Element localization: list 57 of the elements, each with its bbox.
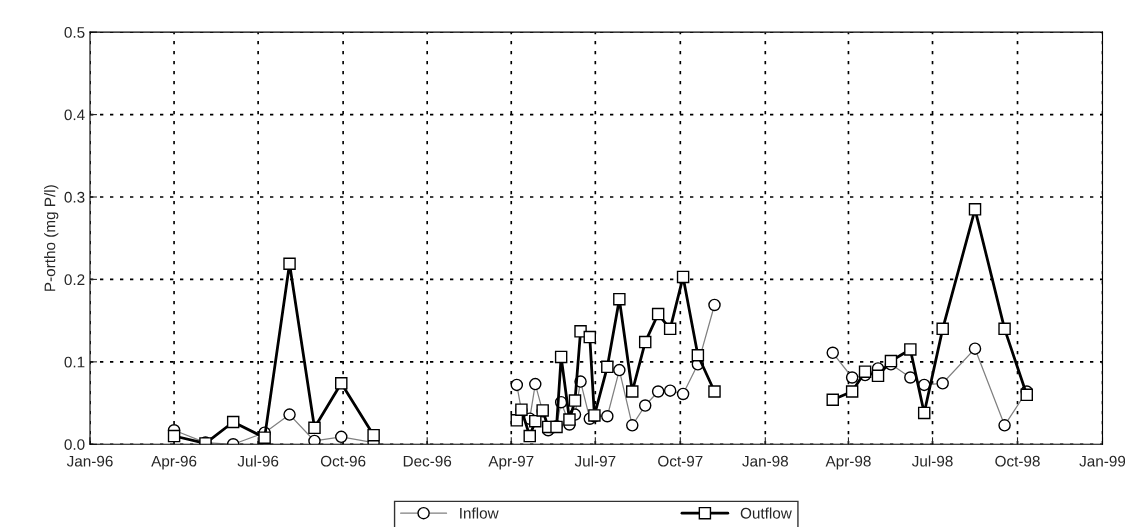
point xyxy=(601,360,614,374)
x-tick-label: Apr-96 xyxy=(151,455,197,470)
y-tick-label: 0.1 xyxy=(64,356,85,368)
point xyxy=(367,428,380,442)
point xyxy=(226,415,240,429)
point xyxy=(258,431,271,444)
point xyxy=(626,385,639,398)
point xyxy=(998,322,1011,336)
y-tick-label: 0.2 xyxy=(64,274,85,286)
point xyxy=(884,354,898,368)
point xyxy=(574,325,587,338)
y-tick-label: 0.3 xyxy=(64,191,85,203)
x-tick-label: Jul-98 xyxy=(911,455,953,467)
x-tick-label: Oct-98 xyxy=(995,455,1040,467)
x-tick-label: Dec-96 xyxy=(403,455,452,467)
point xyxy=(968,203,982,216)
legend-label: Inflow xyxy=(460,507,499,519)
y-tick-label: 0.0 xyxy=(64,439,85,450)
point xyxy=(904,343,917,356)
point xyxy=(1020,388,1033,402)
point xyxy=(554,350,568,364)
point xyxy=(613,292,626,306)
point xyxy=(563,413,576,426)
point xyxy=(858,365,872,378)
point xyxy=(510,414,524,427)
x-tick-label: Jul-97 xyxy=(574,455,616,467)
point xyxy=(651,307,665,321)
point xyxy=(676,270,690,284)
x-tick-label: Jan-98 xyxy=(742,455,788,467)
x-tick-label: Apr-98 xyxy=(825,455,871,470)
point xyxy=(917,406,931,420)
x-tick-label: Apr-97 xyxy=(488,455,534,470)
point xyxy=(845,385,859,398)
point xyxy=(523,429,536,443)
point xyxy=(638,335,652,349)
point xyxy=(167,429,181,443)
y-tick-label: 0.4 xyxy=(64,109,85,121)
x-tick-label: Jan-96 xyxy=(66,455,113,467)
legend-label: Outflow xyxy=(740,507,792,519)
point xyxy=(936,322,949,336)
point xyxy=(335,377,348,390)
point xyxy=(691,348,705,362)
point xyxy=(568,394,582,407)
point xyxy=(583,330,597,344)
x-tick-label: Oct-96 xyxy=(320,455,366,467)
point xyxy=(663,322,677,336)
y-tick-label: 0.5 xyxy=(64,27,85,38)
point xyxy=(529,414,542,428)
point xyxy=(283,257,296,271)
point xyxy=(871,369,885,383)
point xyxy=(826,393,839,407)
y-axis-title: P-ortho (mg P/l) xyxy=(44,185,59,291)
point xyxy=(308,421,321,435)
x-tick-label: Jan-99 xyxy=(1079,455,1125,467)
x-tick-label: Oct-97 xyxy=(658,455,703,467)
point xyxy=(708,385,721,398)
x-tick-label: Jul-96 xyxy=(237,455,279,467)
